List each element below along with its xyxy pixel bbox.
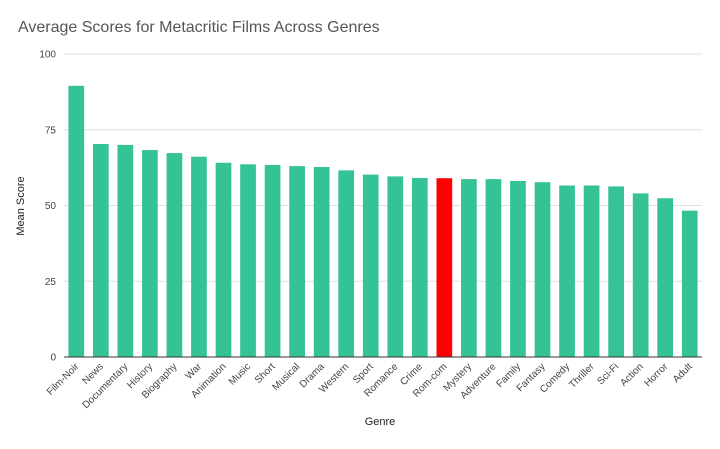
y-axis-title: Mean Score xyxy=(15,176,27,235)
chart-title: Average Scores for Metacritic Films Acro… xyxy=(18,19,380,36)
bar-western xyxy=(338,170,355,357)
bar-comedy xyxy=(559,185,575,357)
bar-musical xyxy=(289,166,305,357)
bar-horror xyxy=(657,198,674,357)
y-axis-ticks: 0 25 50 75 100 xyxy=(39,50,56,364)
bar-war xyxy=(191,156,207,357)
bar-rom-com xyxy=(436,178,453,357)
bar-fantasy xyxy=(534,182,551,357)
bar-news xyxy=(92,143,109,357)
bar-biography xyxy=(166,153,183,357)
x-tick-label: Thriller xyxy=(567,361,597,391)
y-tick-label: 25 xyxy=(45,277,57,288)
x-tick-label: Music xyxy=(227,361,253,387)
bar-adult xyxy=(681,210,698,357)
bars xyxy=(68,85,698,357)
bar-animation xyxy=(215,162,232,357)
x-tick-label: War xyxy=(184,361,205,382)
x-axis-ticks: Film-Noir NewsDocumentaryHistoryBiography… xyxy=(45,361,695,411)
bar-action xyxy=(632,193,649,357)
y-tick-label: 100 xyxy=(39,50,56,61)
bar-crime xyxy=(411,177,428,357)
bar-music xyxy=(240,164,256,357)
y-tick-label: 75 xyxy=(45,125,57,136)
x-tick-label: Action xyxy=(618,361,645,388)
bar-mystery xyxy=(461,179,477,357)
bar-romance xyxy=(387,176,404,357)
bar-sci-fi xyxy=(608,186,624,357)
bar-film-noir xyxy=(68,85,85,357)
bar-thriller xyxy=(583,185,600,357)
x-tick-label: Horror xyxy=(642,361,670,389)
x-tick-label: Musical xyxy=(270,361,302,393)
x-tick-label: Film-Noir xyxy=(45,361,82,398)
bar-history xyxy=(142,150,158,357)
bar-sport xyxy=(362,174,379,357)
y-tick-label: 0 xyxy=(50,353,56,364)
bar-documentary xyxy=(117,144,134,357)
x-tick-label: Adult xyxy=(671,361,695,385)
grid-lines xyxy=(64,53,702,282)
bar-short xyxy=(264,164,281,357)
bar-adventure xyxy=(485,179,502,357)
y-tick-label: 50 xyxy=(45,201,57,212)
x-tick-label: Sci-Fi xyxy=(595,361,621,387)
bar-family xyxy=(510,180,526,357)
bar-drama xyxy=(313,167,330,357)
x-axis-title: Genre xyxy=(365,416,396,428)
